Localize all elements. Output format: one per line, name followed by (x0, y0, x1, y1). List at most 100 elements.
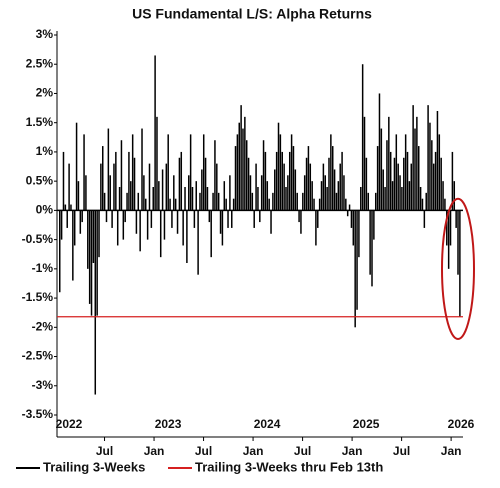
bar (270, 210, 272, 234)
bar (169, 198, 171, 211)
bar (238, 122, 240, 211)
bar (395, 134, 398, 211)
bar (113, 163, 115, 211)
bar (389, 151, 392, 211)
bar (75, 122, 78, 211)
bar (178, 157, 181, 211)
bar (130, 181, 132, 211)
bar (255, 163, 257, 211)
bar (223, 181, 226, 211)
bar (361, 64, 364, 211)
bar (303, 175, 306, 211)
bar (404, 134, 407, 211)
bar (305, 157, 308, 211)
bar (122, 210, 125, 240)
bar (427, 105, 429, 211)
bar (165, 163, 168, 211)
y-tick-label: -2% (32, 319, 54, 333)
bar (180, 151, 183, 211)
highlight-ellipse (441, 197, 475, 341)
bar (107, 128, 110, 211)
bar (201, 169, 203, 211)
bar (294, 169, 297, 211)
bar (128, 151, 130, 211)
bar (206, 187, 209, 211)
year-label: 2023 (155, 417, 182, 431)
bar (244, 116, 246, 211)
bar (159, 210, 162, 258)
bar (354, 210, 356, 328)
bar (247, 157, 250, 211)
bar (260, 175, 263, 211)
bar (315, 210, 317, 246)
bar (135, 210, 138, 234)
bar (195, 181, 197, 211)
bar (225, 198, 227, 211)
bar (333, 169, 336, 211)
bar (393, 157, 396, 211)
x-tick-label: Jan (342, 444, 363, 458)
bar (87, 210, 89, 269)
bar (68, 163, 70, 211)
bar (231, 210, 233, 228)
year-label: 2022 (56, 417, 83, 431)
bar (188, 175, 190, 211)
bar (442, 181, 444, 211)
bar (416, 116, 418, 211)
bar (275, 151, 278, 211)
bar (386, 140, 388, 211)
bar (251, 192, 254, 211)
y-tick-label: -1% (32, 261, 54, 275)
bar (253, 210, 255, 228)
y-tick-label: -0.5% (22, 232, 54, 246)
bar (367, 192, 370, 211)
bar (266, 181, 269, 211)
bar (111, 210, 113, 228)
bar (423, 210, 426, 228)
bar (163, 210, 166, 240)
bar (124, 210, 126, 223)
bar (311, 181, 313, 211)
bar (399, 175, 401, 211)
bar (341, 151, 343, 211)
bar (214, 140, 216, 211)
bar (242, 128, 244, 211)
bar (421, 198, 424, 211)
bar (317, 210, 319, 228)
bar (352, 210, 355, 246)
bar (85, 175, 87, 211)
bar (202, 134, 205, 211)
bar (158, 181, 160, 211)
bar (330, 134, 332, 211)
bar (221, 210, 224, 246)
bar (365, 157, 368, 211)
bar (94, 210, 97, 395)
bar (171, 210, 173, 228)
bar (182, 210, 184, 246)
y-tick-label: 0% (36, 203, 54, 217)
bar (143, 175, 145, 211)
bar (290, 134, 293, 211)
x-tick-label: Jan (441, 444, 462, 458)
bar (331, 146, 334, 211)
bar (105, 210, 108, 223)
bar (189, 134, 192, 211)
bar (283, 163, 285, 211)
y-tick-label: -3% (32, 378, 54, 392)
bar (356, 210, 358, 310)
bar (346, 210, 349, 217)
y-tick-label: 1% (36, 144, 54, 158)
bar (417, 146, 420, 211)
bar (313, 198, 315, 211)
bar (103, 192, 106, 211)
bar (102, 146, 104, 211)
bar (335, 192, 338, 211)
bar (167, 134, 169, 211)
bar (292, 146, 295, 211)
bar (131, 134, 134, 211)
y-tick-label: 0.5% (26, 173, 54, 187)
bar (174, 198, 177, 211)
bar (62, 151, 65, 211)
bar (193, 210, 196, 228)
bar (191, 187, 194, 211)
